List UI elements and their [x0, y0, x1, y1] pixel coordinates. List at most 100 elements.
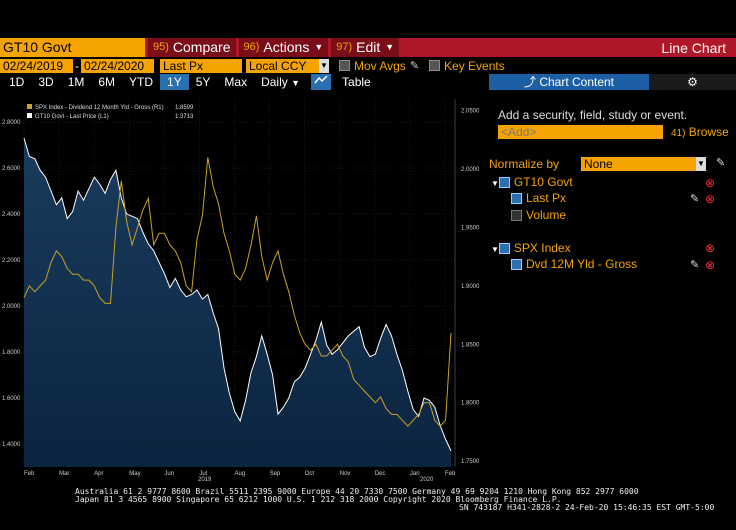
remove-icon[interactable]: ⊗ — [705, 241, 716, 255]
remove-icon[interactable]: ⊗ — [705, 192, 716, 206]
legend-spx-last: 1.8599 — [175, 105, 194, 111]
key-events-label: Key Events — [444, 58, 505, 73]
x-axis: Feb Mar Apr May Jun Jul Aug Sep Oct Nov Dec Jan Feb 2… — [24, 471, 456, 483]
period-3d[interactable]: 3D — [38, 75, 54, 89]
left-tick-label: 2.4000 — [2, 212, 21, 218]
field-select[interactable]: Last Px — [160, 58, 242, 73]
security-row-gt10[interactable]: ▼ GT10 Govt — [491, 175, 573, 189]
footer-line-3: SN 743187 H341-2828-2 24-Feb-20 15:46:35… — [459, 503, 715, 512]
left-tick-label: 1.6000 — [2, 396, 21, 402]
month-tick-label: Aug — [235, 471, 246, 477]
last-px-checkbox[interactable] — [511, 193, 522, 205]
mov-avgs-label: Mov Avgs — [354, 58, 406, 73]
field-dvd-yld-label: Dvd 12M Yld - Gross — [526, 257, 638, 271]
month-tick-label: Apr — [94, 471, 103, 477]
key-events-checkbox[interactable] — [429, 60, 441, 71]
mov-avgs-checkbox[interactable] — [339, 60, 350, 71]
ticker-field[interactable]: GT10 Govt — [0, 38, 145, 57]
tab-chart-content[interactable]: ⤴ Chart Content — [489, 74, 649, 90]
month-tick-label: Feb — [445, 471, 456, 477]
footer-line-1: Australia 61 2 9777 8600 Brazil 5511 239… — [75, 487, 639, 496]
gt10-area — [24, 138, 451, 467]
month-tick-label: Nov — [340, 471, 351, 477]
month-tick-label: Jan — [410, 471, 420, 477]
right-tick-label: 1.9000 — [461, 284, 480, 290]
dvd-yld-checkbox[interactable] — [511, 259, 522, 271]
right-tick-label: 1.9500 — [461, 226, 480, 232]
footer: Australia 61 2 9777 8600 Brazil 5511 239… — [0, 487, 736, 530]
end-date-input[interactable]: 02/24/2020 — [81, 58, 154, 73]
pencil-icon[interactable]: ✎ — [690, 193, 700, 205]
left-tick-label: 2.6000 — [2, 166, 21, 172]
field-volume-label: Volume — [526, 208, 567, 222]
gt10-checkbox[interactable] — [498, 177, 510, 189]
left-axis: 2.8000 2.6000 2.4000 2.2000 2.0000 1.8000 1.60… — [2, 120, 21, 448]
currency-select[interactable]: Local CCY — [246, 58, 319, 73]
pencil-icon[interactable]: ✎ — [409, 60, 420, 72]
tab-settings[interactable]: ⚙ — [649, 74, 736, 90]
normalize-label: Normalize by — [489, 157, 560, 171]
window-title: Line Chart — [661, 39, 726, 56]
period-1m[interactable]: 1M — [67, 75, 85, 89]
line-chart[interactable]: 2.8000 2.6000 2.4000 2.2000 2.0000 1.8000 1.60… — [0, 93, 490, 483]
security-gt10-label: GT10 Govt — [513, 175, 573, 189]
month-tick-label: Dec — [375, 471, 386, 477]
pencil-icon[interactable]: ✎ — [690, 259, 700, 271]
period-max[interactable]: Max — [224, 75, 248, 89]
year-tick-label: 2020 — [420, 477, 434, 483]
year-tick-label: 2019 — [198, 477, 212, 483]
period-5y[interactable]: 5Y — [195, 75, 211, 89]
right-tick-label: 2.0500 — [461, 109, 480, 115]
footer-line-2: Japan 81 3 4565 8900 Singapore 65 6212 1… — [75, 495, 562, 504]
caret-down-icon: ▼ — [385, 42, 395, 52]
period-1d[interactable]: 1D — [9, 75, 25, 89]
period-1y[interactable]: 1Y — [160, 74, 189, 90]
currency-dropdown-icon[interactable]: ▼ — [319, 58, 329, 73]
period-row: 1D 3D 1M 6M YTD 1Y 5Y Max Daily ▼ Table — [0, 74, 736, 90]
spx-checkbox[interactable] — [498, 243, 510, 255]
compare-label: Compare — [172, 39, 231, 55]
add-instructions: Add a security, field, study or event. — [498, 108, 688, 122]
top-toolbar: GT10 Govt 95) Compare 96) Actions ▼ 97) … — [0, 38, 736, 57]
legend-gt10: GT10 Govt - Last Price (L1) — [35, 114, 109, 120]
caret-down-icon: ▼ — [291, 78, 301, 88]
add-security-input[interactable]: <Add> — [498, 125, 663, 139]
compare-button[interactable]: 95) Compare — [148, 38, 236, 57]
right-axis: 2.0500 2.0000 1.9500 1.9000 1.8500 1.8000 1.75… — [461, 109, 480, 465]
normalize-dropdown-icon[interactable]: ▼ — [696, 157, 706, 171]
period-6m[interactable]: 6M — [98, 75, 116, 89]
period-ytd[interactable]: YTD — [129, 75, 154, 89]
edit-button[interactable]: 97) Edit ▼ — [331, 38, 400, 57]
actions-button[interactable]: 96) Actions ▼ — [238, 38, 329, 57]
security-row-spx[interactable]: ▼ SPX Index — [491, 241, 571, 255]
remove-icon[interactable]: ⊗ — [705, 258, 716, 272]
legend-gt10-last: 1.3713 — [175, 114, 194, 120]
start-date-input[interactable]: 02/24/2019 — [0, 58, 73, 73]
line-chart-icon[interactable] — [311, 74, 332, 90]
field-row-last-px[interactable]: Last Px — [511, 191, 566, 205]
expand-icon[interactable]: ▼ — [491, 179, 499, 188]
month-tick-label: Sep — [270, 471, 281, 477]
table-button[interactable]: Table — [342, 75, 371, 89]
left-tick-label: 1.8000 — [2, 350, 21, 356]
remove-icon[interactable]: ⊗ — [705, 176, 716, 190]
month-tick-label: Feb — [24, 471, 35, 477]
field-row-volume[interactable]: Volume — [511, 208, 566, 222]
chart-icon: ⤴ — [523, 75, 536, 89]
field-row-dvd-yld[interactable]: Dvd 12M Yld - Gross — [511, 257, 637, 271]
browse-button[interactable]: 41) Browse — [671, 125, 729, 139]
volume-checkbox[interactable] — [511, 210, 522, 222]
month-tick-label: Mar — [59, 471, 69, 477]
legend-swatch-spx — [27, 104, 32, 109]
gear-icon: ⚙ — [687, 75, 698, 89]
month-tick-label: Jul — [199, 471, 207, 477]
expand-icon[interactable]: ▼ — [491, 245, 499, 254]
pencil-icon[interactable]: ✎ — [716, 157, 726, 169]
normalize-select[interactable]: None — [581, 157, 696, 171]
right-tick-label: 1.7500 — [461, 459, 480, 465]
actions-label: Actions — [263, 39, 310, 55]
range-row: 02/24/2019 - 02/24/2020 Last Px Local CC… — [0, 58, 736, 73]
edit-label: Edit — [356, 39, 381, 55]
right-tick-label: 2.0000 — [461, 167, 480, 173]
frequency-select[interactable]: Daily ▼ — [254, 74, 307, 90]
